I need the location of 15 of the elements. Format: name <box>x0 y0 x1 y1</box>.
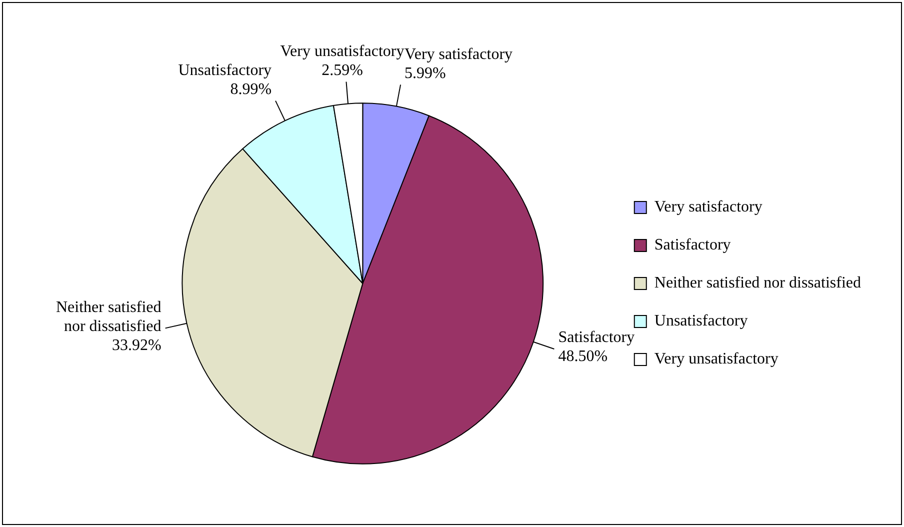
legend-label: Very unsatisfactory <box>654 350 778 368</box>
slice-label: Neither satisfied nor dissatisfied <box>56 298 162 335</box>
slice-label: Very satisfactory <box>404 46 513 63</box>
legend-label: Satisfactory <box>654 236 731 254</box>
slice-label: Unsatisfactory <box>178 62 272 80</box>
data-label: 33.92% <box>112 336 162 354</box>
data-label: 48.50% <box>558 348 608 366</box>
legend-label: Very satisfactory <box>654 198 762 216</box>
data-label: 5.99% <box>404 64 446 82</box>
legend-label: Unsatisfactory <box>654 312 748 330</box>
data-label: 2.59% <box>322 62 363 79</box>
slice-label: Satisfactory <box>558 329 635 346</box>
legend-label: Neither satisfied nor dissatisfied <box>654 274 862 292</box>
slice-label: Very unsatisfactory <box>280 42 404 60</box>
data-label: 8.99% <box>230 81 272 98</box>
